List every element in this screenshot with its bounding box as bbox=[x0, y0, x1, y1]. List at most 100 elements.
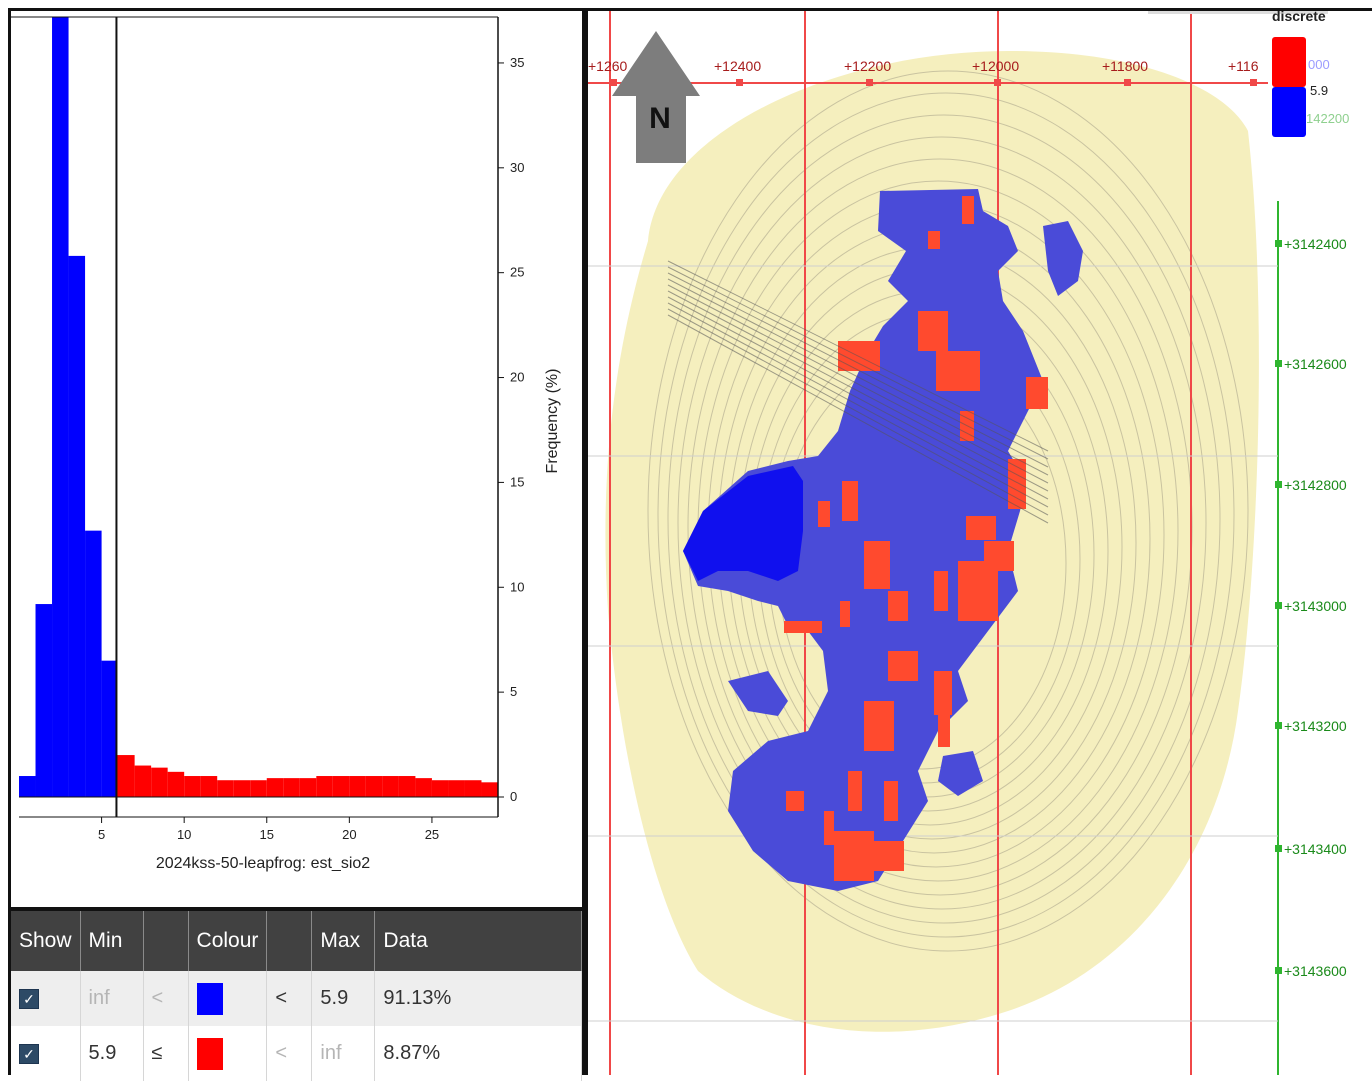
northing-label: +3143000 bbox=[1284, 598, 1347, 614]
histogram-bar bbox=[464, 780, 482, 797]
col-colour-header[interactable]: Colour bbox=[188, 911, 268, 971]
high-grade-block[interactable] bbox=[918, 311, 948, 351]
histogram-bar bbox=[167, 771, 185, 797]
high-grade-block[interactable] bbox=[1026, 377, 1048, 409]
drillhole-trace bbox=[667, 302, 1049, 508]
high-grade-block[interactable] bbox=[884, 781, 898, 821]
high-grade-block[interactable] bbox=[840, 601, 850, 627]
high-grade-block[interactable] bbox=[864, 541, 890, 589]
histogram-bar bbox=[349, 776, 366, 797]
map-view[interactable]: +1260 +12400 +12200 +12000 +11800 +116 +31424… bbox=[585, 8, 1372, 1075]
map-color-legend[interactable]: discrete 000 5.9 142200 bbox=[1148, 11, 1349, 137]
max-value[interactable]: inf bbox=[311, 1026, 376, 1081]
high-grade-block[interactable] bbox=[874, 841, 904, 871]
contour-line bbox=[657, 92, 1235, 938]
easting-marker bbox=[866, 79, 873, 86]
show-checkbox[interactable]: ✓ bbox=[19, 1044, 39, 1064]
high-grade-block[interactable] bbox=[934, 571, 948, 611]
show-checkbox[interactable]: ✓ bbox=[19, 989, 39, 1009]
high-grade-block[interactable] bbox=[934, 671, 952, 715]
colour-swatch[interactable] bbox=[196, 982, 223, 1015]
histogram-bar bbox=[68, 255, 86, 798]
histogram-bar bbox=[85, 530, 102, 797]
legend-row-high[interactable]: ✓ 5.9 ≤ < inf 8.87% bbox=[11, 1026, 582, 1081]
y-tick-label: 20 bbox=[510, 370, 524, 385]
high-grade-block[interactable] bbox=[786, 791, 804, 811]
y-tick-label: 35 bbox=[510, 55, 524, 70]
histogram-bar bbox=[19, 776, 36, 797]
histogram-bar bbox=[101, 660, 117, 797]
high-grade-block[interactable] bbox=[936, 351, 980, 391]
drillhole-trace bbox=[667, 266, 1049, 460]
col-data-header[interactable]: Data bbox=[374, 911, 582, 971]
x-axis-title: 2024kss-50-leapfrog: est_sio2 bbox=[156, 855, 370, 872]
easting-label: +12000 bbox=[972, 58, 1019, 74]
easting-marker bbox=[610, 79, 617, 86]
min-operator: ≤ bbox=[143, 1026, 189, 1081]
high-grade-block[interactable] bbox=[928, 231, 940, 249]
legend-bottom-value: 142200 bbox=[1306, 111, 1349, 126]
min-value[interactable]: inf bbox=[80, 971, 144, 1026]
high-grade-block[interactable] bbox=[888, 651, 918, 681]
high-grade-block[interactable] bbox=[1008, 459, 1026, 509]
high-grade-block[interactable] bbox=[818, 501, 830, 527]
max-value[interactable]: 5.9 bbox=[311, 971, 376, 1026]
colour-swatch[interactable] bbox=[196, 1037, 223, 1070]
max-operator: < bbox=[266, 1026, 313, 1081]
easting-labels: +1260 +12400 +12200 +12000 +11800 +116 bbox=[588, 58, 1259, 86]
high-grade-block[interactable] bbox=[784, 621, 822, 633]
northing-label: +3143400 bbox=[1284, 841, 1347, 857]
northing-marker bbox=[1275, 360, 1282, 367]
legend-title: discrete bbox=[1272, 11, 1326, 24]
drillhole-trace bbox=[667, 260, 1049, 452]
easting-label: +1260 bbox=[588, 58, 628, 74]
histogram-bar bbox=[299, 778, 317, 797]
min-value[interactable]: 5.9 bbox=[80, 1026, 144, 1081]
histogram-bar bbox=[283, 778, 300, 797]
northing-marker bbox=[1275, 845, 1282, 852]
drillhole-trace bbox=[667, 272, 1049, 468]
block-model-sw-blob[interactable] bbox=[728, 671, 788, 716]
y-tick-label: 25 bbox=[510, 265, 524, 280]
histogram-bar bbox=[332, 776, 350, 797]
plan-view-canvas[interactable]: +1260 +12400 +12200 +12000 +11800 +116 +31424… bbox=[588, 11, 1372, 1075]
high-grade-block[interactable] bbox=[834, 831, 874, 881]
col-min-header[interactable]: Min bbox=[80, 911, 144, 971]
drillhole-trace bbox=[667, 278, 1049, 476]
col-show-header[interactable]: Show bbox=[11, 911, 81, 971]
high-grade-block[interactable] bbox=[958, 561, 998, 621]
legend-row-low[interactable]: ✓ inf < < 5.9 91.13% bbox=[11, 971, 582, 1026]
high-grade-block[interactable] bbox=[938, 711, 950, 747]
high-grade-block[interactable] bbox=[864, 701, 894, 751]
northing-marker bbox=[1275, 602, 1282, 609]
easting-label: +12400 bbox=[714, 58, 761, 74]
northing-marker bbox=[1275, 481, 1282, 488]
northing-labels: +3142400 +3142600 +3142800 +3143000 +3143200… bbox=[1275, 236, 1347, 979]
col-op-max-header bbox=[266, 911, 313, 971]
histogram-bar bbox=[448, 780, 465, 797]
high-grade-block[interactable] bbox=[824, 811, 834, 845]
histogram-bar bbox=[35, 604, 53, 797]
high-grade-block[interactable] bbox=[842, 481, 858, 521]
easting-marker bbox=[1124, 79, 1131, 86]
y-tick-label: 10 bbox=[510, 579, 524, 594]
high-grade-block[interactable] bbox=[848, 771, 862, 811]
histogram-bar bbox=[365, 776, 383, 797]
easting-marker bbox=[1250, 79, 1257, 86]
high-grade-block[interactable] bbox=[966, 516, 996, 540]
histogram-bar bbox=[200, 776, 218, 797]
col-max-header[interactable]: Max bbox=[311, 911, 376, 971]
block-model-ne-lobe[interactable] bbox=[1043, 221, 1083, 296]
drillhole-trace bbox=[667, 314, 1049, 524]
high-grade-block[interactable] bbox=[888, 591, 908, 621]
high-grade-block[interactable] bbox=[962, 196, 974, 224]
drillhole-trace bbox=[667, 308, 1049, 516]
y-tick-label: 5 bbox=[510, 684, 517, 699]
legend-header-row: Show Min Colour Max Data bbox=[11, 911, 582, 971]
block-model-se-blob[interactable] bbox=[938, 751, 983, 796]
legend-low-swatch[interactable] bbox=[1272, 87, 1306, 137]
histogram-bar bbox=[151, 767, 168, 797]
histogram-bar bbox=[52, 16, 69, 797]
block-model-west-lobe[interactable] bbox=[683, 466, 803, 581]
legend-high-swatch[interactable] bbox=[1272, 37, 1306, 87]
